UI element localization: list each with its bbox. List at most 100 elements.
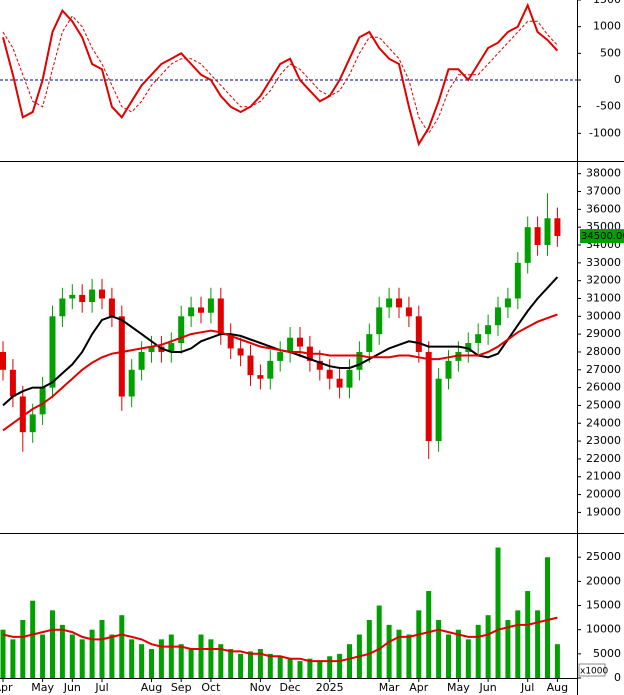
- y-tick-label: 33000: [586, 256, 621, 269]
- y-tick-label: 24000: [586, 416, 621, 429]
- candle-body: [405, 307, 412, 317]
- volume-bar: [248, 651, 253, 678]
- volume-bar: [505, 620, 511, 678]
- y-tick-label: 30000: [586, 309, 621, 322]
- x-tick-label: Jul: [520, 681, 534, 694]
- volume-bar: [99, 620, 105, 678]
- candle-body: [247, 355, 254, 376]
- volume-bar: [337, 653, 343, 678]
- x-tick-label: Jul: [94, 681, 108, 694]
- volume-bar: [119, 615, 125, 678]
- candle-body: [19, 396, 26, 433]
- candle-body: [534, 227, 541, 245]
- volume-bar: [129, 639, 135, 678]
- candle-body: [237, 348, 244, 356]
- volume-bar: [446, 634, 451, 678]
- candle-body: [227, 334, 234, 349]
- volume-bar: [40, 634, 46, 678]
- candle-body: [207, 298, 214, 313]
- x-tick-label: Jun: [479, 681, 497, 694]
- candle-body: [287, 337, 294, 352]
- candle-body: [49, 316, 56, 388]
- volume-bar: [89, 629, 95, 678]
- last-price-label: 34500.00: [581, 231, 624, 242]
- y-tick-label: -1000: [589, 126, 621, 139]
- candle-body: [168, 343, 175, 352]
- y-tick-label: 28000: [586, 345, 621, 358]
- y-tick-label: 1500: [593, 0, 621, 6]
- candle-body: [475, 334, 482, 344]
- candle-body: [346, 369, 353, 388]
- volume-bar: [525, 591, 531, 678]
- candle-body: [524, 227, 531, 263]
- candle-body: [89, 289, 96, 303]
- candle-body: [257, 375, 264, 379]
- volume-bar: [287, 658, 293, 678]
- candle-body: [138, 351, 145, 370]
- volume-bar: [545, 557, 550, 678]
- volume-bar: [485, 615, 491, 678]
- volume-bar: [79, 639, 85, 678]
- y-tick-label: 22000: [586, 452, 621, 465]
- volume-bar: [168, 634, 174, 678]
- volume-bar: [149, 649, 154, 678]
- y-tick-label: 20000: [586, 574, 621, 587]
- y-tick-label: 32000: [586, 274, 621, 287]
- candle-body: [0, 351, 6, 370]
- volume-bar: [426, 591, 432, 678]
- candle-body: [188, 307, 195, 317]
- x-tick-label: Apr: [409, 681, 429, 694]
- volume-bar: [515, 610, 521, 678]
- x-tick-label: Aug: [547, 681, 568, 694]
- y-tick-label: 36000: [586, 202, 621, 215]
- volume-bar: [257, 649, 263, 678]
- candle-body: [386, 298, 393, 308]
- volume-bar: [495, 547, 501, 678]
- y-tick-label: 1000: [593, 20, 621, 33]
- candle-body: [495, 307, 501, 326]
- volume-bar: [277, 656, 283, 678]
- candle-body: [366, 334, 373, 352]
- candle-body: [336, 378, 343, 388]
- x-tick-label: Aug: [141, 681, 162, 694]
- candle-body: [9, 369, 16, 397]
- x-tick-label: Nov: [250, 681, 272, 694]
- volume-bar: [69, 634, 75, 678]
- y-tick-label: 500: [600, 46, 621, 59]
- volume-bar: [59, 624, 65, 678]
- y-tick-label: 25000: [586, 398, 621, 411]
- candle-body: [445, 360, 452, 379]
- moving-average: [2, 276, 559, 407]
- volume-bar: [109, 634, 115, 678]
- x-tick-label: Jun: [63, 681, 81, 694]
- volume-bar: [198, 634, 204, 678]
- volume-bar: [178, 644, 184, 678]
- volume-bar: [347, 644, 352, 678]
- candle-body: [59, 298, 66, 317]
- candle-body: [326, 369, 333, 379]
- volume-bar: [327, 656, 333, 678]
- volume-bar: [317, 661, 323, 678]
- macd-line: [2, 2, 559, 147]
- candle-body: [108, 298, 115, 317]
- y-tick-label: 20000: [586, 488, 621, 501]
- y-tick-label: 23000: [586, 434, 621, 447]
- volume-bar: [238, 653, 244, 678]
- y-tick-label: 25000: [586, 550, 621, 563]
- x-tick-label: Oct: [201, 681, 221, 694]
- candle-body: [356, 351, 363, 370]
- candle-body: [544, 218, 551, 245]
- candle-body: [118, 316, 125, 397]
- moving-average: [2, 313, 558, 432]
- volume-bar: [366, 620, 372, 678]
- volume-bar: [465, 639, 471, 678]
- candle-body: [554, 218, 561, 237]
- volume-average: [2, 616, 558, 663]
- candle-body: [79, 294, 86, 303]
- x-tick-label: May: [31, 681, 54, 694]
- candle-body: [396, 298, 402, 308]
- volume-bar: [10, 639, 16, 678]
- y-tick-label: 19000: [586, 505, 621, 518]
- volume-bar: [307, 658, 313, 678]
